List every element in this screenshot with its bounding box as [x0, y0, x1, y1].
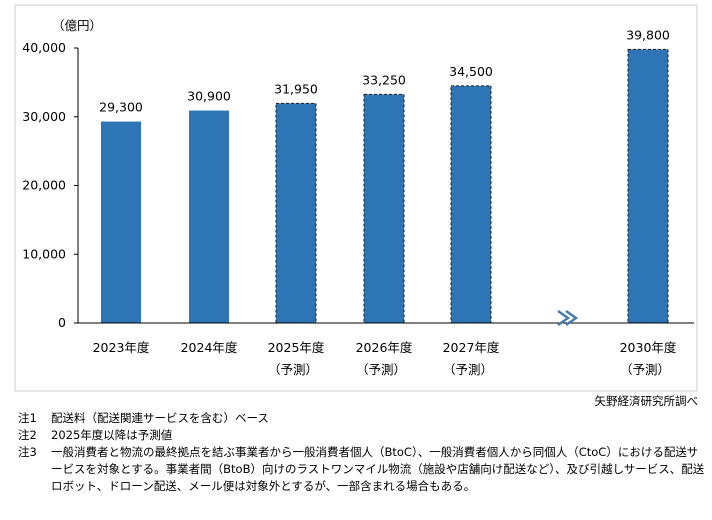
x-tick-sublabel: （予測）: [620, 362, 670, 377]
data-label: 30,900: [187, 89, 231, 104]
y-tick-label: 20,000: [22, 178, 66, 193]
bar-chart: （億円） 0 10,000 20,000 30,000 40,000 29,300 202…: [14, 4, 698, 392]
note-text: 2025年度以降は予測値: [51, 428, 173, 442]
data-label: 29,300: [99, 100, 143, 115]
axis-break-icon: [557, 309, 579, 327]
source-credit: 矢野経済研究所調べ: [594, 394, 699, 408]
notes: 注1 配送料（配送関連サービスを含む）ベース 注2 2025年度以降は予測値 注3 一般消…: [18, 410, 708, 495]
x-tick-label: 2030年度: [620, 340, 677, 355]
y-unit-label: （億円）: [52, 18, 102, 33]
y-tick-label: 40,000: [22, 40, 66, 55]
bar-2030年度: [627, 48, 669, 324]
note-label: 注2: [18, 428, 37, 442]
note-label: 注1: [18, 411, 37, 425]
x-tick-label: 2023年度: [93, 340, 150, 355]
data-label: 39,800: [626, 27, 670, 42]
note-text: 配送料（配送関連サービスを含む）ベース: [51, 411, 269, 425]
y-tick-label: 30,000: [22, 109, 66, 124]
x-tick-label: 2027年度: [443, 340, 500, 355]
x-tick-sublabel: （予測）: [443, 362, 493, 377]
x-tick-sublabel: （予測）: [356, 362, 406, 377]
note: 注1 配送料（配送関連サービスを含む）ベース: [18, 410, 708, 427]
note-text: 一般消費者と物流の最終拠点を結ぶ事業者から一般消費者個人（BtoC）、一般消費者…: [51, 445, 705, 493]
note: 注2 2025年度以降は予測値: [18, 427, 708, 444]
chart-frame: [14, 4, 698, 392]
bar-2023年度: [101, 121, 141, 323]
x-tick-label: 2026年度: [356, 340, 413, 355]
x-tick-sublabel: （予測）: [268, 362, 318, 377]
data-label: 34,500: [449, 64, 493, 79]
y-tick-label: 0: [58, 315, 66, 330]
bar-2024年度: [189, 110, 229, 323]
note-label: 注3: [18, 445, 37, 459]
bar-2025年度: [275, 102, 317, 324]
bar-2026年度: [363, 93, 405, 324]
note: 注3 一般消費者と物流の最終拠点を結ぶ事業者から一般消費者個人（BtoC）、一般消…: [18, 444, 708, 495]
y-tick-label: 10,000: [22, 246, 66, 261]
x-tick-label: 2024年度: [181, 340, 238, 355]
data-label: 33,250: [362, 72, 406, 87]
bar-2027年度: [450, 85, 492, 324]
data-label: 31,950: [274, 81, 318, 96]
x-tick-label: 2025年度: [268, 340, 325, 355]
